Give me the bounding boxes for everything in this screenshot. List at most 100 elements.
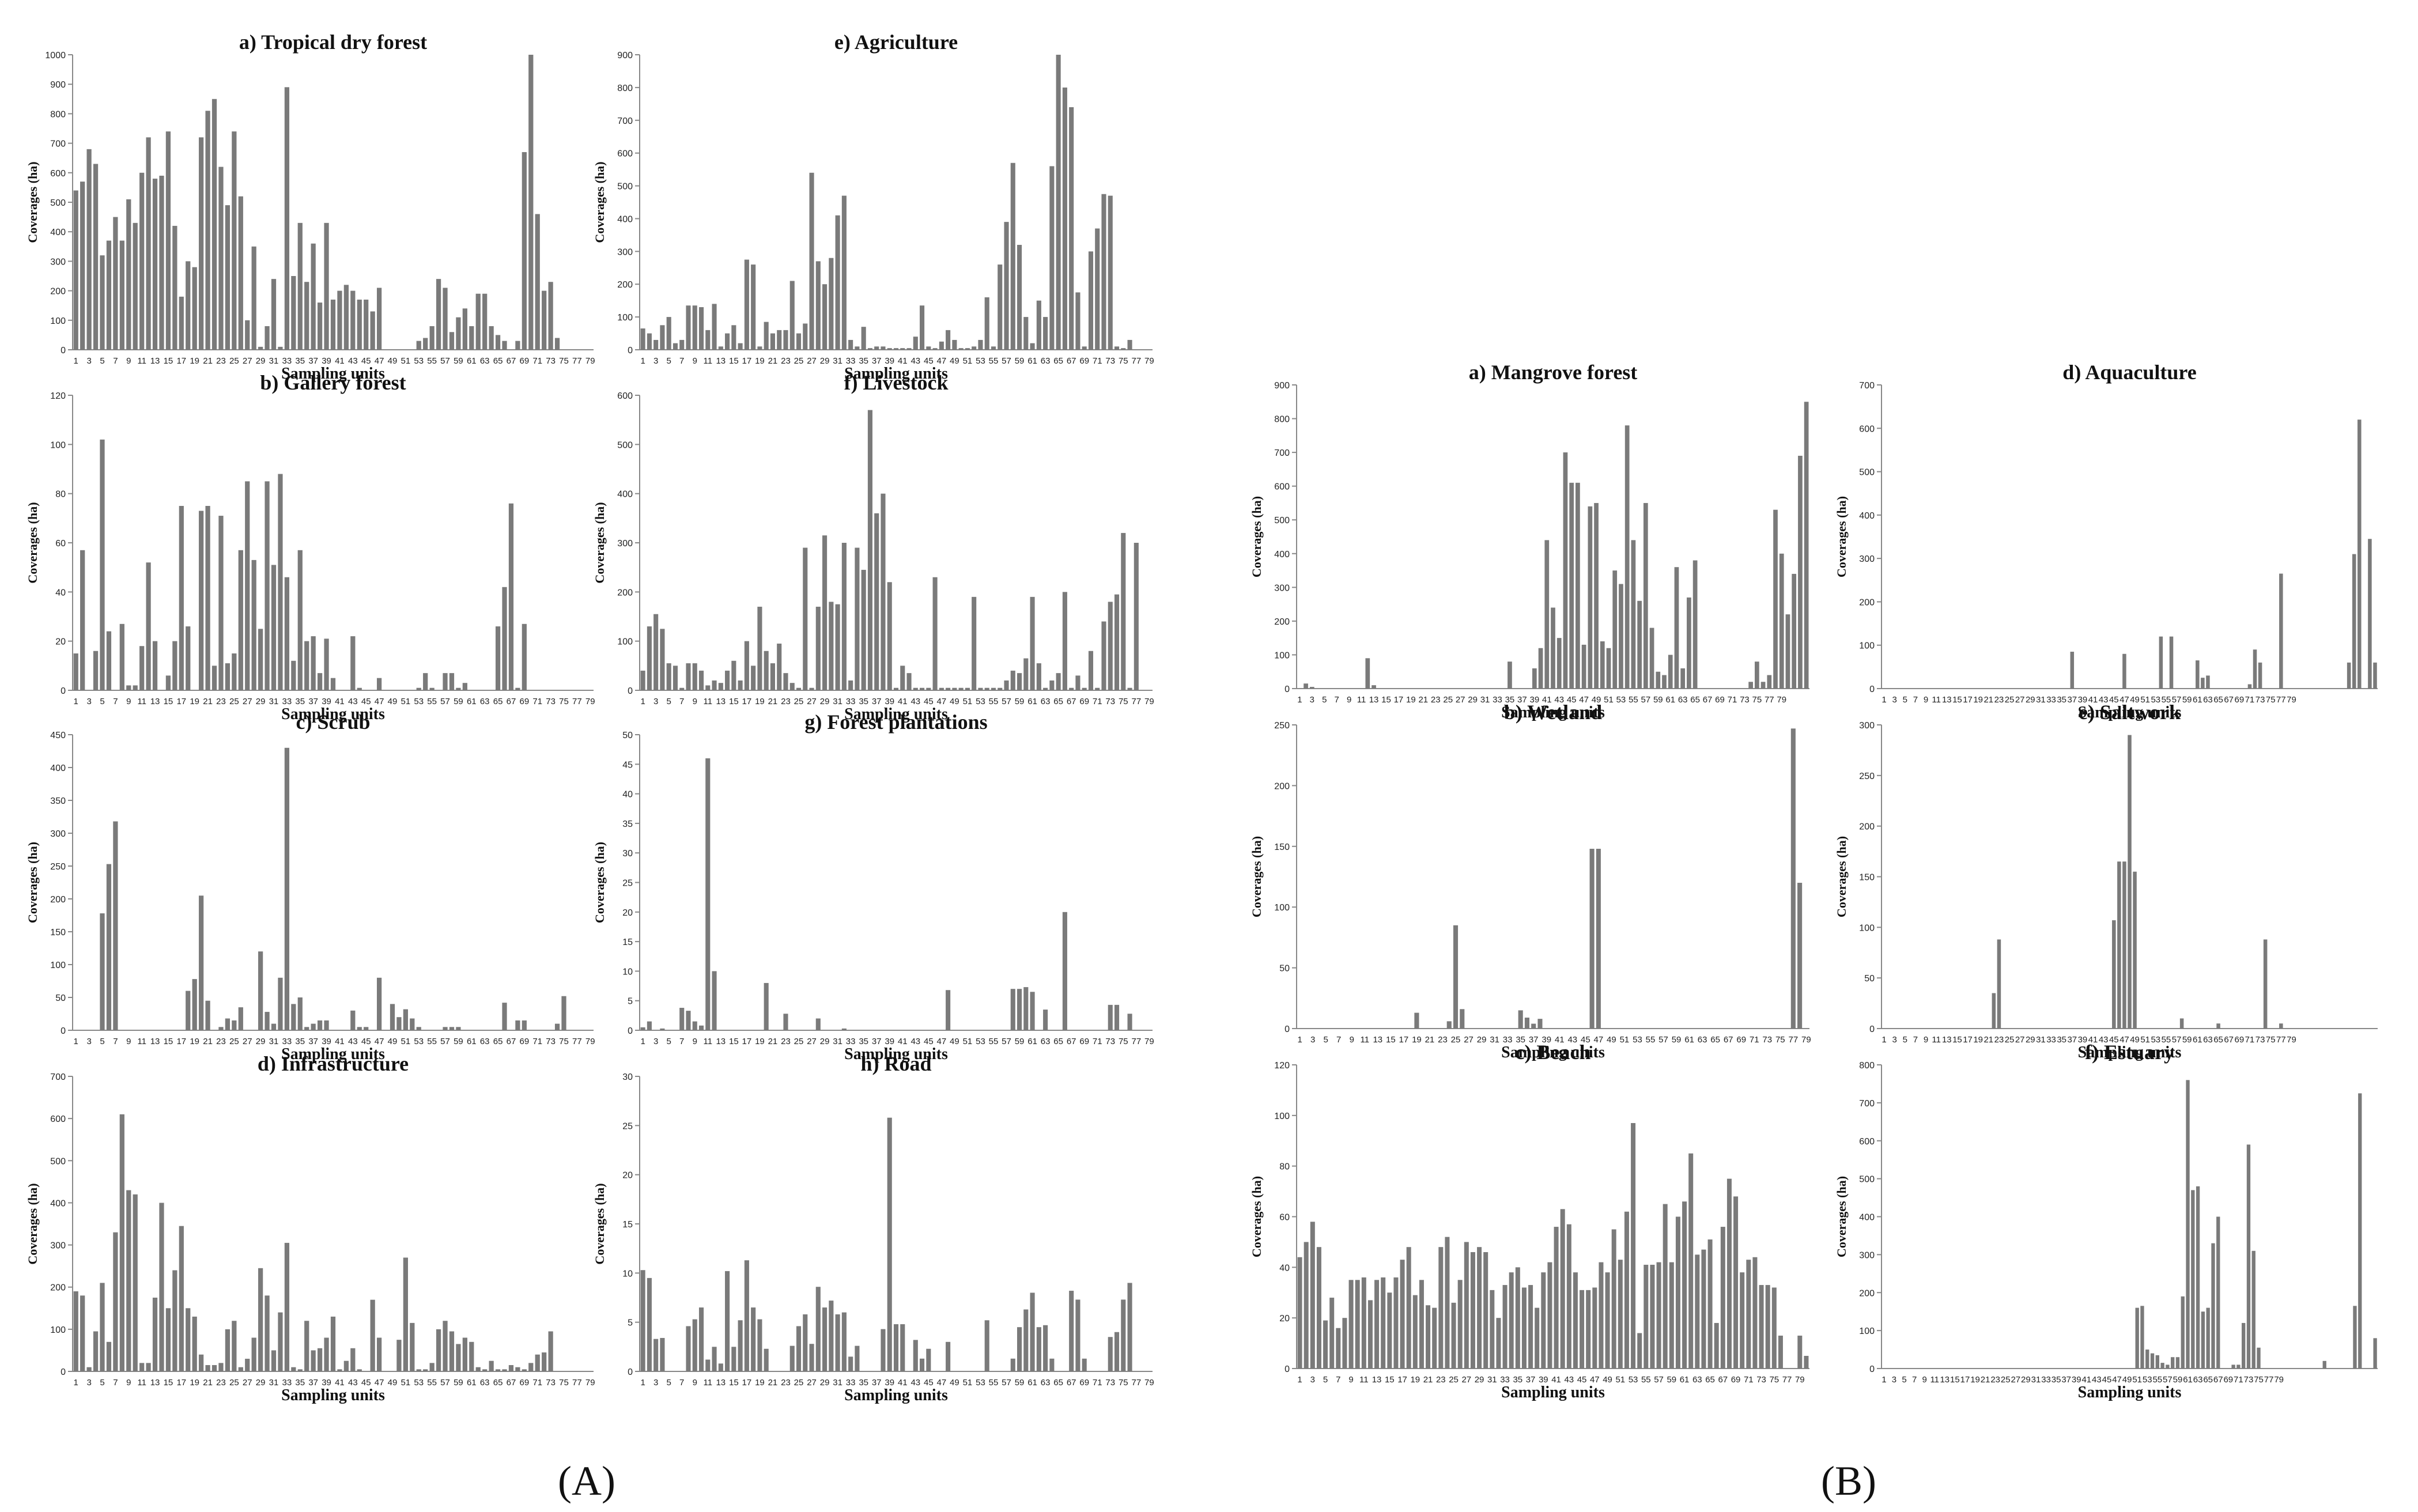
x-tick-label: 71 (2245, 1035, 2255, 1045)
bar-unit-50 (1600, 641, 1605, 689)
bar-unit-22 (1432, 1307, 1437, 1369)
bar-unit-62 (1036, 300, 1041, 350)
y-tick-label: 400 (50, 1199, 66, 1208)
bar-unit-20 (764, 982, 769, 1030)
bar-unit-51 (965, 687, 970, 690)
bar-unit-3 (1310, 1222, 1315, 1369)
bar-unit-35 (297, 1369, 303, 1371)
x-tick-label: 49 (2130, 695, 2140, 705)
x-tick-label: 21 (1423, 1375, 1433, 1385)
bar-unit-31 (1490, 1290, 1495, 1369)
x-tick-label: 11 (1930, 1375, 1939, 1385)
y-tick-label: 600 (50, 1114, 66, 1124)
bar-unit-79 (1779, 553, 1784, 689)
bar-unit-10 (698, 1025, 704, 1030)
bar-unit-1 (73, 190, 78, 350)
bar-unit-36 (304, 641, 309, 690)
x-tick-label: 19 (755, 697, 765, 706)
x-tick-label: 55 (1646, 1035, 1656, 1045)
chart-title: b) Gallery forest (260, 371, 406, 394)
bar-unit-63 (482, 293, 488, 350)
x-tick-label: 71 (1093, 1378, 1102, 1388)
x-axis-label: Sampling units (1501, 1384, 1605, 1401)
bar-unit-65 (2206, 1307, 2210, 1369)
x-tick-label: 53 (2143, 1375, 2152, 1385)
x-tick-label: 37 (872, 697, 882, 706)
chart-a-f: f) Livestock 0 100 200 300 400 500 600 Coverages… (592, 371, 1154, 723)
x-tick-label: 31 (269, 1037, 279, 1046)
bar-unit-13 (718, 683, 723, 690)
bar-unit-17 (744, 641, 749, 690)
y-tick-label: 0 (628, 686, 633, 696)
x-tick-label: 33 (846, 356, 856, 366)
y-tick-label: 0 (1869, 1025, 1875, 1034)
y-tick-label: 200 (1859, 598, 1875, 607)
y-tick-label: 5 (628, 997, 633, 1007)
x-tick-label: 65 (1690, 695, 1700, 705)
x-tick-label: 73 (1762, 1035, 1772, 1045)
x-tick-label: 25 (2005, 1035, 2015, 1045)
y-tick-label: 400 (50, 763, 66, 773)
x-tick-label: 49 (388, 356, 398, 366)
bar-unit-54 (2159, 636, 2163, 689)
bar-unit-29 (258, 1268, 263, 1371)
x-tick-label: 9 (1924, 695, 1928, 705)
bar-unit-63 (482, 1369, 488, 1371)
x-tick-label: 17 (742, 1378, 752, 1388)
bar-unit-26 (1457, 1280, 1463, 1369)
charts-group: a) Tropical dry forest010020030040050060… (25, 31, 2378, 1404)
bar-unit-61 (1030, 992, 1035, 1030)
x-tick-label: 57 (1654, 1375, 1664, 1385)
bar-unit-8 (686, 663, 691, 690)
x-tick-label: 39 (1542, 1035, 1551, 1045)
x-axis-label: Sampling units (2078, 1384, 2182, 1401)
y-tick-label: 60 (1279, 1213, 1290, 1223)
y-tick-label: 250 (50, 862, 66, 872)
bar-unit-45 (926, 346, 931, 350)
x-axis-label: Sampling units (281, 1386, 385, 1404)
x-tick-label: 35 (1516, 1035, 1525, 1045)
chart-title: c) Beach (1516, 1041, 1591, 1064)
bar-unit-58 (1010, 670, 1015, 690)
x-tick-label: 77 (572, 697, 582, 706)
x-tick-label: 41 (2088, 1035, 2098, 1045)
bar-unit-64 (1049, 166, 1055, 350)
x-tick-label: 43 (2099, 695, 2109, 705)
y-tick-label: 300 (50, 1241, 66, 1251)
x-tick-label: 71 (532, 356, 542, 366)
bar-unit-27 (809, 687, 814, 690)
x-tick-label: 69 (2234, 1035, 2244, 1045)
x-tick-label: 57 (1641, 695, 1650, 705)
bar-unit-17 (744, 259, 749, 350)
bar-unit-2 (1304, 1242, 1309, 1369)
bar-unit-31 (835, 1314, 840, 1371)
bar-unit-36 (1524, 1018, 1529, 1029)
bar-unit-19 (757, 606, 762, 690)
x-tick-label: 41 (2081, 1375, 2091, 1385)
bar-unit-43 (1566, 1224, 1571, 1369)
x-tick-label: 27 (807, 1378, 817, 1388)
y-tick-label: 150 (50, 928, 66, 938)
bar-unit-73 (2246, 1144, 2251, 1369)
bar-unit-60 (1023, 658, 1029, 690)
x-tick-label: 29 (820, 1037, 830, 1046)
bar-unit-28 (251, 246, 256, 350)
x-tick-label: 31 (1487, 1375, 1497, 1385)
bar-unit-76 (1127, 1014, 1132, 1030)
bar-unit-38 (317, 1348, 323, 1371)
chart-b-f: f) Estuary 0 100 200 300 400 500 600 700 800 Cover… (1834, 1041, 2378, 1401)
chart-a-g: g) Forest plantations0510152025303540455… (592, 710, 1154, 1063)
bar-unit-29 (1477, 1247, 1482, 1369)
bar-unit-45 (2112, 920, 2116, 1029)
bar-unit-35 (297, 222, 303, 350)
bar-unit-46 (932, 348, 938, 350)
y-tick-label: 25 (622, 879, 633, 889)
bar-unit-35 (861, 327, 866, 350)
x-tick-label: 77 (2264, 1375, 2274, 1385)
x-tick-label: 1 (1297, 1375, 1302, 1385)
bar-unit-34 (291, 660, 296, 690)
x-tick-label: 67 (507, 1037, 516, 1046)
y-tick-label: 0 (61, 1026, 66, 1036)
y-tick-label: 100 (617, 313, 633, 323)
x-tick-label: 69 (520, 697, 530, 706)
